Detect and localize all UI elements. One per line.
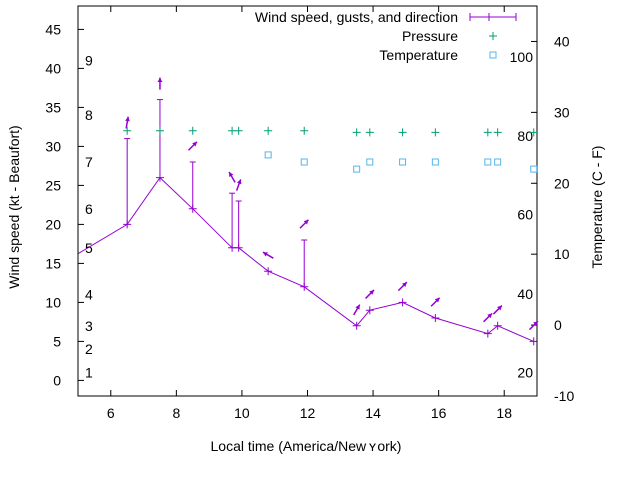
y-right-tick-label: 0 [554,317,562,333]
fahrenheit-label: 40 [517,286,533,302]
temperature-point [399,158,407,166]
x-tick-label: 16 [431,405,447,421]
temperature-point [484,158,492,166]
pressure-point [300,126,309,135]
pressure-point [188,126,197,135]
fahrenheit-label: 80 [517,128,533,144]
wind-direction-arrowhead [533,321,538,326]
wind-speed-point [493,321,502,330]
beaufort-label: 8 [85,107,93,123]
wind-direction-arrowhead [192,141,197,147]
wind-speed-point [264,267,273,276]
wind-direction-arrowhead [229,172,234,178]
y-left-tick-label: 25 [45,177,61,193]
plot-clip-group [78,99,537,346]
y-left-tick-label: 15 [45,255,61,271]
y-right-tick-label: 40 [554,33,570,49]
x-tick-label: 18 [496,405,512,421]
y-left-tick-label: 20 [45,216,61,232]
plot-border [77,5,538,397]
pressure-point [264,126,273,135]
y-left-tick-label: 10 [45,294,61,310]
pressure-point [529,128,538,137]
wind-speed-point [398,298,407,307]
temperature-point [353,165,361,173]
pressure-point [493,128,502,137]
wind-speed-point [365,306,374,315]
pressure-point [123,126,132,135]
x-tick-label: 10 [234,405,250,421]
pressure-point [431,128,440,137]
wind-speed-line [78,176,534,342]
beaufort-label: 6 [85,201,93,217]
y-right-tick-label: -10 [554,388,574,404]
legend-temperature-marker [489,51,497,59]
wind-direction-arrowhead [402,282,407,287]
legend-pressure-marker [489,32,497,40]
y-axis-label-right: Temperature (C - F) [589,146,605,269]
legend-entry-label: Pressure [402,28,458,44]
plot-layer [78,99,537,346]
pressure-point [398,128,407,137]
beaufort-label: 2 [85,341,93,357]
y-right-tick-label: 10 [554,246,570,262]
x-axis-label: Local time (America/New ʏ ork) [211,438,402,454]
pressure-point [483,128,492,137]
wind-direction-arrowhead [303,219,309,225]
x-tick-label: 12 [300,405,316,421]
axes-layer: 6 8 10 12 14 16 18051015202530354045-100102030… [45,5,574,421]
fahrenheit-label: 20 [517,365,533,381]
wind-direction-arrowhead [497,305,502,311]
wind-speed-point [352,321,361,330]
wind-speed-point [483,329,492,338]
y-left-tick-label: 45 [45,21,61,37]
label-layer: 1 2 3 4 5 6 7 8 9 20 40 60 80 100 [85,49,539,381]
pressure-point [234,126,243,135]
fahrenheit-label: 60 [517,206,533,222]
x-tick-label: 14 [365,405,381,421]
legend: Wind speed, gusts, and direction Pressure… [255,9,517,63]
beaufort-label: 1 [85,365,93,381]
beaufort-label: 5 [85,240,93,256]
pressure-point [352,128,361,137]
beaufort-label: 7 [85,154,93,170]
wind-direction-arrowhead [487,313,493,319]
wind-speed-point [431,314,440,322]
y-left-tick-label: 5 [53,333,61,349]
x-tick-label: 6 [107,405,115,421]
beaufort-label: 9 [85,53,93,69]
temperature-point [530,165,538,173]
temperature-point [494,158,502,166]
x-tick-label: 8 [172,405,180,421]
y-left-tick-label: 40 [45,60,61,76]
y-right-tick-label: 30 [554,104,570,120]
wind-speed-point [529,337,537,346]
y-left-tick-label: 0 [53,372,61,388]
legend-entry-label: Wind speed, gusts, and direction [255,9,458,25]
temperature-point [366,158,374,166]
wind-direction-arrowhead [125,116,130,122]
wind-direction-arrowhead [369,289,375,295]
wind-direction-arrowhead [236,179,242,185]
y-left-tick-label: 30 [45,138,61,154]
pressure-point [365,128,374,137]
beaufort-label: 3 [85,318,93,334]
wind-direction-arrowhead [262,252,268,257]
pressure-point [155,126,164,135]
legend-entry-label: Temperature [379,47,458,63]
y-left-tick-label: 35 [45,99,61,115]
temperature-point [431,158,439,166]
legend-wind-marker [469,13,517,21]
wind-direction-arrowhead [157,77,163,82]
y-right-tick-label: 20 [554,175,570,191]
temperature-point [300,158,308,166]
beaufort-label: 4 [85,287,93,303]
temperature-point [264,151,272,159]
wind-direction-arrowhead [434,297,440,303]
wind-direction-arrowhead [355,304,360,310]
y-axis-label-left: Wind speed (kt - Beaufort) [6,125,22,288]
fahrenheit-label: 100 [510,49,534,65]
